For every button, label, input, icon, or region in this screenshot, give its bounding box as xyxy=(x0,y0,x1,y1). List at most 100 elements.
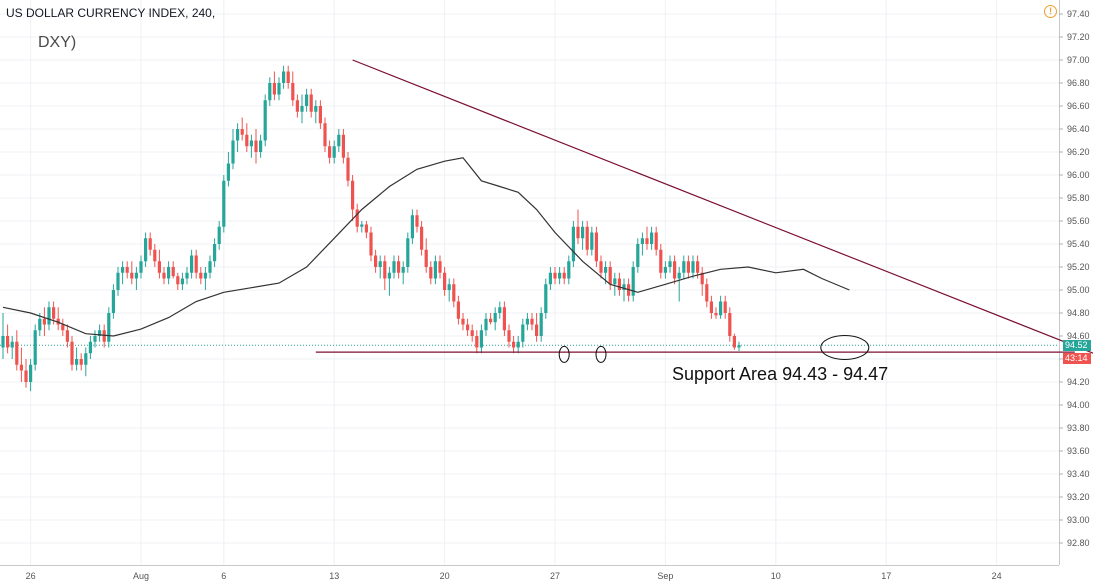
price-tick-label: 93.60 xyxy=(1067,446,1090,456)
candle xyxy=(387,267,391,296)
price-tick-label: 92.80 xyxy=(1067,538,1090,548)
candle xyxy=(590,226,594,256)
candle xyxy=(10,336,14,359)
candle xyxy=(171,261,175,279)
time-tick-label: 20 xyxy=(440,571,450,581)
candle-body xyxy=(15,341,19,365)
candle-body xyxy=(479,330,483,348)
candle-body xyxy=(397,261,401,273)
candle xyxy=(47,301,51,331)
candle-body xyxy=(659,249,663,273)
candle-body xyxy=(309,94,313,112)
price-tick-label: 93.20 xyxy=(1067,492,1090,502)
candle xyxy=(199,267,203,285)
price-tick-label: 97.40 xyxy=(1067,9,1090,19)
alert-icon[interactable]: ! xyxy=(1044,5,1057,18)
candle-body xyxy=(401,267,405,273)
candle-body xyxy=(613,278,617,285)
candle-body xyxy=(567,261,571,279)
candle-body xyxy=(226,163,230,181)
candle-body xyxy=(705,284,709,302)
candle xyxy=(300,94,304,124)
candle xyxy=(397,255,401,279)
candle xyxy=(360,221,364,233)
candle-body xyxy=(420,226,424,250)
price-axis[interactable]: 97.40 97.20 97.00 96.80 96.60 96.40 96.20 96.00… xyxy=(1059,0,1090,565)
candle-body xyxy=(240,129,244,135)
candle xyxy=(148,232,152,256)
candle xyxy=(654,226,658,256)
candle-body xyxy=(410,215,414,239)
candle-body xyxy=(65,330,69,342)
candle xyxy=(378,255,382,279)
time-axis[interactable]: 26 Aug 6 13 20 27 Sep 10 17 24 xyxy=(0,565,1059,582)
price-tick-label: 94.80 xyxy=(1067,308,1090,318)
candle-body xyxy=(24,370,28,382)
candle xyxy=(466,318,470,336)
candle-body xyxy=(732,336,736,348)
candle-body xyxy=(337,134,341,147)
candle-body xyxy=(461,318,465,325)
candle-body xyxy=(88,341,92,354)
candle-body xyxy=(673,261,677,279)
candle xyxy=(415,209,419,233)
candlestick-series xyxy=(0,65,1059,392)
countdown-tag: 43:14 xyxy=(1063,353,1091,364)
candle-body xyxy=(332,146,336,158)
candle-body xyxy=(392,261,396,273)
candle xyxy=(594,226,598,267)
candle xyxy=(153,244,157,267)
candle xyxy=(489,313,493,325)
candle-body xyxy=(70,341,74,365)
candle-body xyxy=(29,364,33,382)
candle-body xyxy=(447,284,451,290)
support-area-annotation: Support Area 94.43 - 94.47 xyxy=(672,364,889,384)
candle-body xyxy=(604,267,608,273)
candle-body xyxy=(93,336,97,342)
candle xyxy=(84,347,88,377)
candle-body xyxy=(498,307,502,313)
candle xyxy=(328,140,332,164)
candle xyxy=(139,255,143,279)
candle-body xyxy=(236,129,240,141)
candle-body xyxy=(157,261,161,273)
candle-body xyxy=(452,284,456,302)
candle-body xyxy=(728,313,732,336)
candle-body xyxy=(622,284,626,290)
candle-body xyxy=(696,261,700,273)
candle-body xyxy=(130,272,134,279)
candle-body xyxy=(351,180,355,210)
candle xyxy=(263,94,267,147)
candle xyxy=(93,330,97,348)
candle-body xyxy=(387,272,391,279)
candle xyxy=(475,330,479,354)
candle-body xyxy=(668,261,672,267)
candle-body xyxy=(512,341,516,348)
candle-body xyxy=(203,272,207,279)
candle xyxy=(190,249,194,279)
candle-body xyxy=(314,106,318,112)
grid-lines xyxy=(0,0,1059,565)
candle-body xyxy=(691,261,695,273)
candle-body xyxy=(553,272,557,279)
price-tick-label: 97.20 xyxy=(1067,32,1090,42)
candle xyxy=(447,278,451,302)
candle-body xyxy=(217,226,221,244)
candle xyxy=(268,77,272,106)
candle-body xyxy=(231,140,235,164)
candle-body xyxy=(645,238,649,244)
candle-body xyxy=(640,238,644,244)
candle-body xyxy=(507,330,511,342)
candle-body xyxy=(585,226,589,250)
candle xyxy=(608,261,612,290)
candle-body xyxy=(341,134,345,158)
candle xyxy=(544,278,548,319)
candle-body xyxy=(470,330,474,336)
candle xyxy=(121,261,125,285)
candle-body xyxy=(516,341,520,348)
candle xyxy=(433,255,437,285)
candle xyxy=(484,313,488,336)
candle xyxy=(42,307,46,336)
time-tick-label: 6 xyxy=(221,571,226,581)
